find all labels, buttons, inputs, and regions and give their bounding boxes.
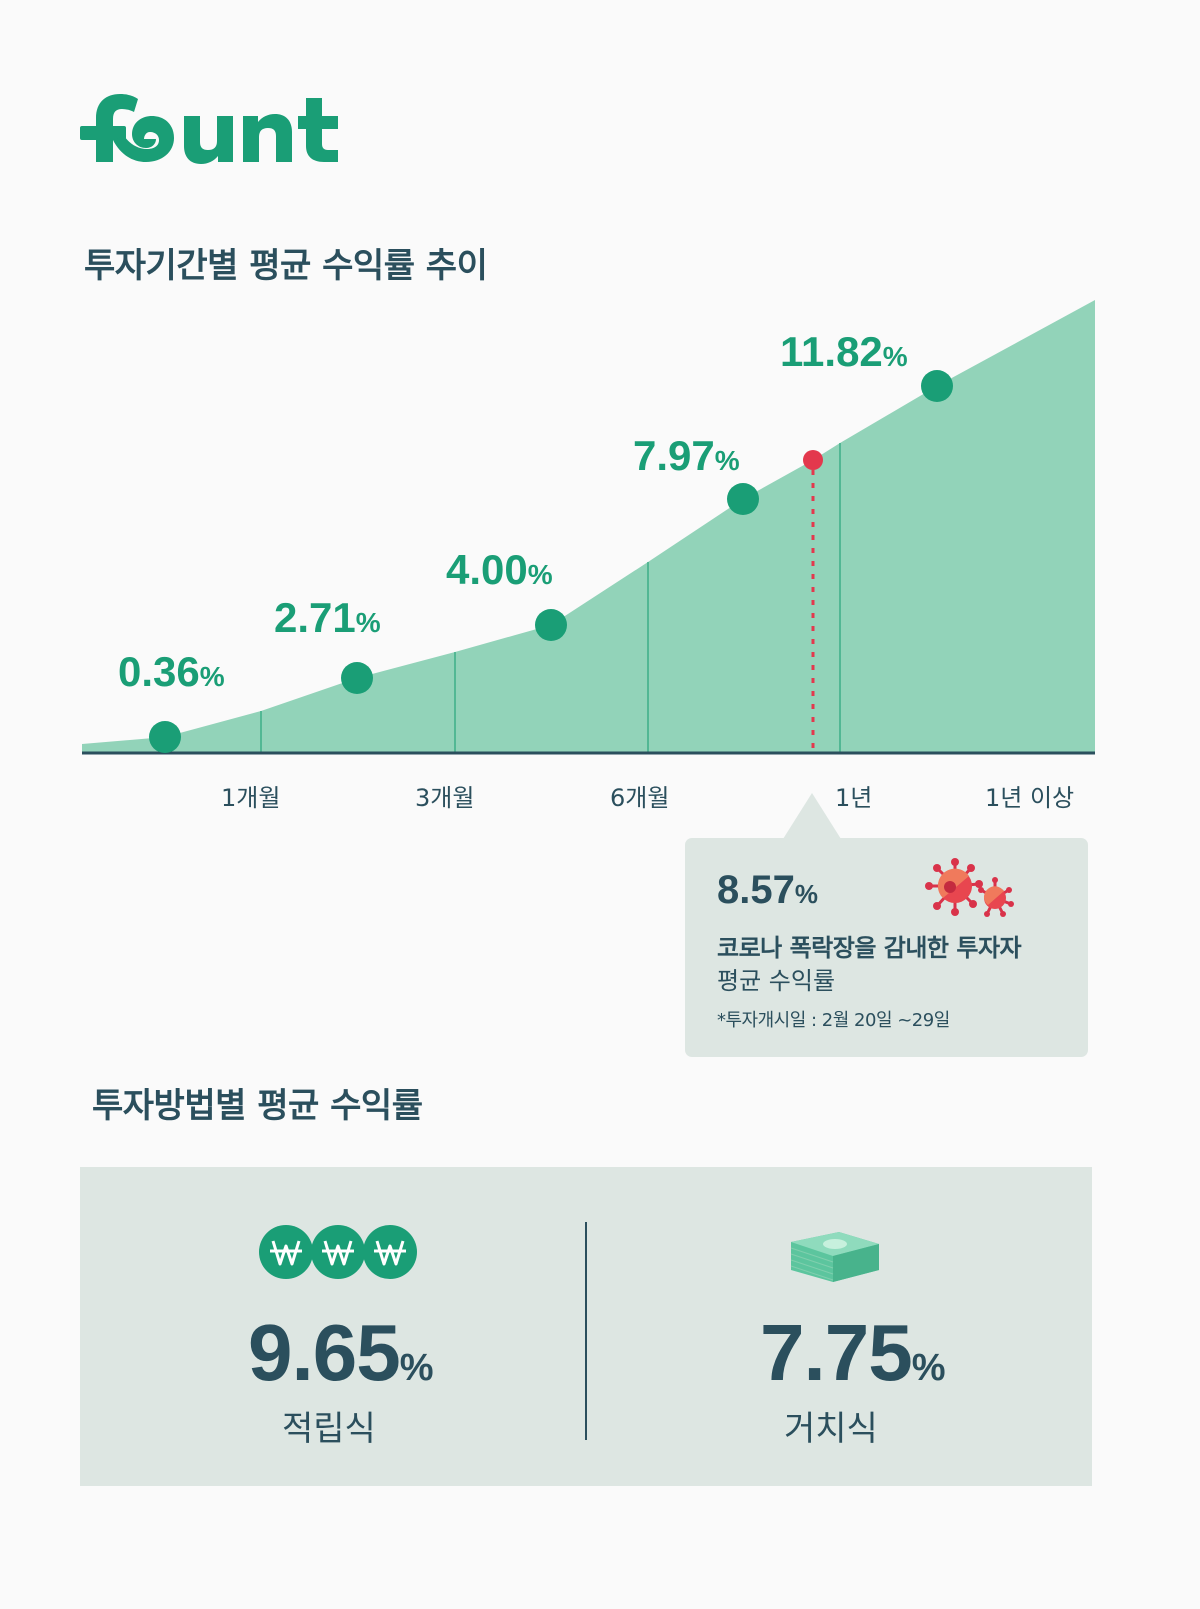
- callout-pointer: [783, 793, 841, 839]
- x-label-3month: 3개월: [415, 784, 475, 812]
- data-point-6month: [535, 609, 567, 641]
- data-points: [149, 370, 953, 753]
- covid-callout-value: 8.57%: [717, 868, 818, 912]
- data-point-1year: [727, 483, 759, 515]
- x-label-1year: 1년: [835, 784, 873, 812]
- method-section-title: 투자방법별 평균 수익률: [92, 1086, 423, 1126]
- period-section-title: 투자기간별 평균 수익률 추이: [84, 246, 488, 286]
- covid-callout: 8.57% 코로나 폭락장을 감내한 투자자 평균 수익률 *투자개시일 : 2…: [685, 838, 1088, 1057]
- covid-marker: [803, 450, 823, 470]
- virus-icon: [925, 858, 1014, 917]
- lumpsum-label: 거치식: [784, 1409, 878, 1449]
- covid-callout-headline: 코로나 폭락장을 감내한 투자자: [717, 934, 1022, 962]
- area-fill: [82, 300, 1095, 752]
- point-label-6month: 4.00%: [446, 546, 553, 593]
- x-label-over-1year: 1년 이상: [985, 784, 1075, 812]
- data-point-1month: [149, 721, 181, 753]
- covid-callout-note: *투자개시일 : 2월 20일 ~29일: [717, 1010, 950, 1031]
- point-label-1month: 0.36%: [118, 648, 225, 695]
- lumpsum-return-value: 7.75%: [760, 1308, 946, 1397]
- point-label-3month: 2.71%: [274, 594, 381, 641]
- point-label-over-1year: 11.82%: [780, 328, 908, 375]
- card-divider: [585, 1222, 587, 1440]
- point-label-1year: 7.97%: [633, 432, 740, 479]
- covid-callout-subline: 평균 수익률: [717, 967, 836, 995]
- method-comparison-card: 9.65% 적립식 7.75% 거치식: [80, 1167, 1092, 1486]
- x-label-6month: 6개월: [610, 784, 670, 812]
- period-return-area-chart: [82, 300, 1095, 755]
- x-label-1month: 1개월: [221, 784, 281, 812]
- gridlines: [260, 443, 841, 752]
- installment-return-value: 9.65%: [248, 1308, 434, 1397]
- won-coins-icon: [259, 1225, 417, 1279]
- fount-logo: [80, 94, 338, 164]
- data-point-over-1year: [921, 370, 953, 402]
- data-point-3month: [341, 662, 373, 694]
- installment-label: 적립식: [282, 1409, 376, 1449]
- cash-stack-icon: [790, 1232, 879, 1282]
